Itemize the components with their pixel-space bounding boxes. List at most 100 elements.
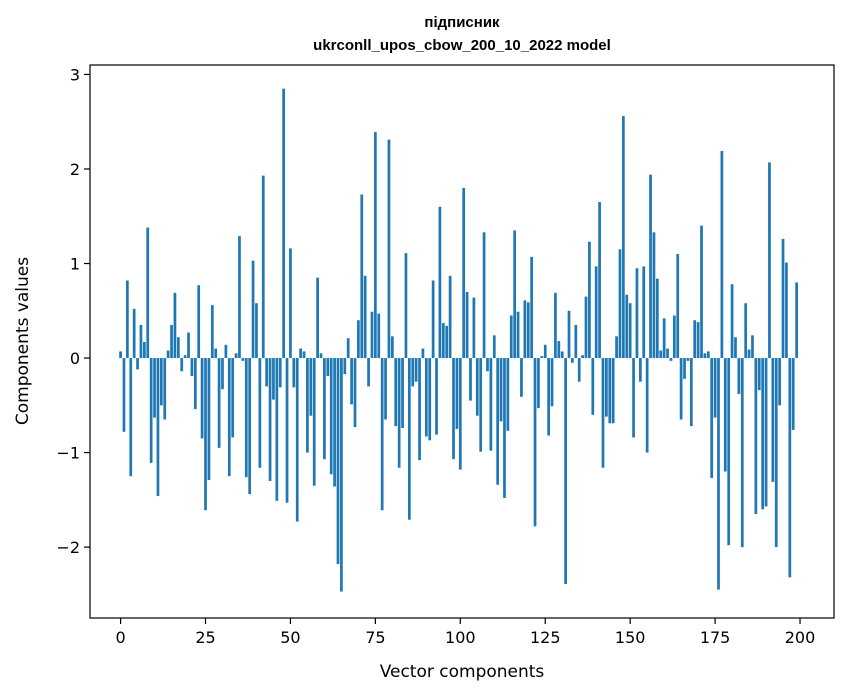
bar-57 <box>312 358 316 486</box>
bar-37 <box>244 358 248 478</box>
bar-4 <box>132 308 136 359</box>
bar-179 <box>727 358 731 546</box>
bar-74 <box>370 311 374 359</box>
bar-151 <box>632 358 635 438</box>
bar-86 <box>411 358 415 387</box>
bar-180 <box>730 284 734 359</box>
bar-117 <box>516 311 520 359</box>
bar-42 <box>261 175 265 359</box>
bar-83 <box>401 358 404 428</box>
bar-88 <box>418 358 421 461</box>
bar-94 <box>438 206 442 359</box>
bar-188 <box>757 358 761 391</box>
x-tick-label: 0 <box>115 628 125 647</box>
bar-196 <box>785 262 788 359</box>
bar-44 <box>268 358 272 481</box>
bar-53 <box>299 348 302 359</box>
chart-title-line-1: підписник <box>424 14 500 31</box>
bar-55 <box>306 358 309 453</box>
bar-19 <box>183 355 187 359</box>
bar-21 <box>190 358 194 376</box>
bar-131 <box>564 358 567 584</box>
bar-39 <box>251 260 255 359</box>
bar-85 <box>407 358 411 520</box>
y-tick-label: −1 <box>56 444 80 463</box>
bar-65 <box>340 358 343 592</box>
bar-120 <box>526 302 530 359</box>
bar-134 <box>574 324 578 359</box>
bar-34 <box>234 353 238 359</box>
bar-164 <box>676 254 680 359</box>
bar-130 <box>560 351 564 359</box>
bar-162 <box>669 358 673 361</box>
bar-22 <box>193 358 197 410</box>
bar-35 <box>238 236 241 359</box>
bar-69 <box>353 358 357 428</box>
bar-73 <box>367 358 370 387</box>
bar-136 <box>581 355 584 359</box>
bar-178 <box>723 358 727 472</box>
bar-128 <box>554 292 557 359</box>
bar-100 <box>458 358 462 470</box>
bar-115 <box>509 315 513 359</box>
bar-45 <box>272 358 275 400</box>
bar-159 <box>659 350 663 359</box>
bar-174 <box>710 358 714 479</box>
x-axis-ticks: 0 25 50 75 100 125 150 175 200 <box>115 618 815 647</box>
y-tick-label: 2 <box>70 160 80 179</box>
bar-150 <box>628 303 632 359</box>
bar-107 <box>482 232 486 359</box>
bar-13 <box>163 358 167 420</box>
bar-166 <box>683 358 686 379</box>
bar-8 <box>146 227 150 359</box>
bar-78 <box>384 358 387 420</box>
bar-90 <box>424 358 428 437</box>
bar-109 <box>489 358 493 451</box>
bar-11 <box>156 358 160 497</box>
bar-176 <box>717 358 720 590</box>
bar-72 <box>363 275 367 359</box>
bar-68 <box>350 358 353 405</box>
bar-6 <box>139 324 143 359</box>
bar-119 <box>523 300 527 359</box>
bar-104 <box>472 297 476 359</box>
bar-129 <box>557 341 561 359</box>
bar-91 <box>428 358 432 441</box>
bar-27 <box>210 305 214 359</box>
bar-17 <box>176 337 180 359</box>
bar-133 <box>571 358 574 363</box>
bar-58 <box>316 277 319 359</box>
bar-49 <box>285 358 289 503</box>
bar-101 <box>462 187 466 359</box>
bar-126 <box>547 358 550 436</box>
bar-147 <box>618 249 622 359</box>
bar-93 <box>435 358 438 435</box>
bar-184 <box>744 303 748 359</box>
bar-155 <box>645 358 649 453</box>
bar-48 <box>282 88 285 359</box>
bar-29 <box>217 358 221 448</box>
bar-170 <box>696 322 700 359</box>
bar-1 <box>122 358 126 432</box>
bar-23 <box>197 285 201 359</box>
bar-123 <box>537 358 540 409</box>
bar-158 <box>655 278 659 359</box>
bar-118 <box>520 358 523 397</box>
bar-67 <box>346 338 350 359</box>
bar-26 <box>207 358 211 480</box>
bar-20 <box>187 332 190 359</box>
bar-36 <box>241 358 245 361</box>
bar-76 <box>377 313 381 359</box>
x-tick-label: 200 <box>785 628 816 647</box>
bar-132 <box>567 310 571 359</box>
bar-7 <box>143 341 146 359</box>
bar-127 <box>550 358 554 407</box>
bar-82 <box>397 358 401 468</box>
bar-140 <box>594 266 598 359</box>
bar-28 <box>214 348 218 359</box>
bar-0 <box>119 351 122 359</box>
bar-144 <box>608 358 612 424</box>
x-tick-label: 25 <box>195 628 215 647</box>
x-tick-label: 100 <box>445 628 476 647</box>
